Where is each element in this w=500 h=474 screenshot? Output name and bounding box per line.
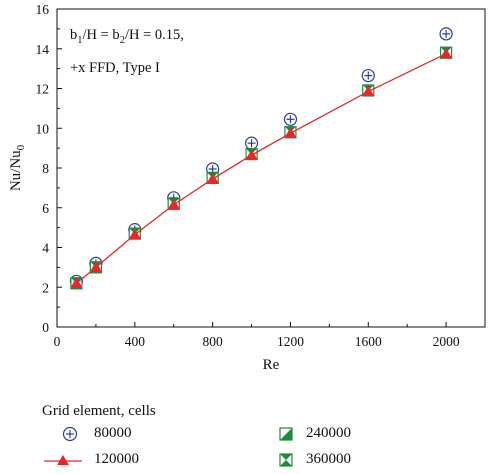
y-tick-label: 4 <box>42 241 49 256</box>
legend-item-80000: 80000 <box>56 425 132 442</box>
legend-label-360000: 360000 <box>306 451 351 467</box>
annotation-line-1: b1/H = b2/H = 0.15, <box>70 27 184 46</box>
y-tick-label: 8 <box>42 161 49 176</box>
legend-label-120000: 120000 <box>94 451 139 467</box>
square-bowtie-marker-icon <box>279 452 293 467</box>
data-point <box>245 149 258 160</box>
y-tick-label: 14 <box>36 42 50 57</box>
series-layer <box>69 27 453 290</box>
legend-item-120000: 120000 <box>42 451 139 468</box>
legend-item-240000: 240000 <box>278 425 351 442</box>
y-tick-label: 6 <box>42 201 49 216</box>
square-half-marker-icon <box>279 426 293 441</box>
legend-label-240000: 240000 <box>306 425 351 441</box>
circle-plus-marker-icon <box>62 426 78 441</box>
data-point <box>440 47 453 59</box>
data-point <box>244 136 259 150</box>
y-tick-label: 10 <box>36 121 50 136</box>
data-point <box>439 27 453 41</box>
data-point <box>284 127 297 138</box>
legend-title: Grid element, cells <box>42 403 156 419</box>
data-point <box>167 198 180 210</box>
data-point <box>89 261 102 272</box>
annotation-line-2: +x FFD, Type I <box>70 60 160 76</box>
x-tick-label: 400 <box>125 334 146 349</box>
x-tick-label: 1600 <box>355 334 382 349</box>
data-point <box>70 277 83 288</box>
legend-label-80000: 80000 <box>94 425 132 441</box>
x-tick-label: 0 <box>54 334 61 349</box>
data-point <box>128 228 141 240</box>
y-tick-label: 12 <box>36 82 50 97</box>
x-tick-label: 800 <box>203 334 224 349</box>
axis-ticks: 0 400 800 1200 1600 2000 0 2 4 6 8 10 12 14 16 <box>36 2 460 349</box>
data-point <box>206 172 219 184</box>
y-tick-label: 0 <box>42 320 49 335</box>
data-point <box>362 85 375 96</box>
y-tick-label: 2 <box>42 280 49 295</box>
x-tick-label: 2000 <box>433 334 460 349</box>
triangle-line-marker-icon <box>44 454 82 465</box>
x-axis-title: Re <box>263 357 280 373</box>
series-240000 <box>70 46 453 290</box>
y-axis-title: Nu/Nu0 <box>8 144 27 191</box>
series-line <box>76 53 447 284</box>
series-120000 <box>70 47 453 288</box>
series-360000 <box>70 46 453 290</box>
plot-frame <box>56 8 486 328</box>
x-tick-label: 1200 <box>277 334 304 349</box>
data-point <box>283 112 298 126</box>
data-point <box>361 68 375 83</box>
legend-item-360000: 360000 <box>278 451 351 468</box>
y-tick-label: 16 <box>36 2 50 17</box>
